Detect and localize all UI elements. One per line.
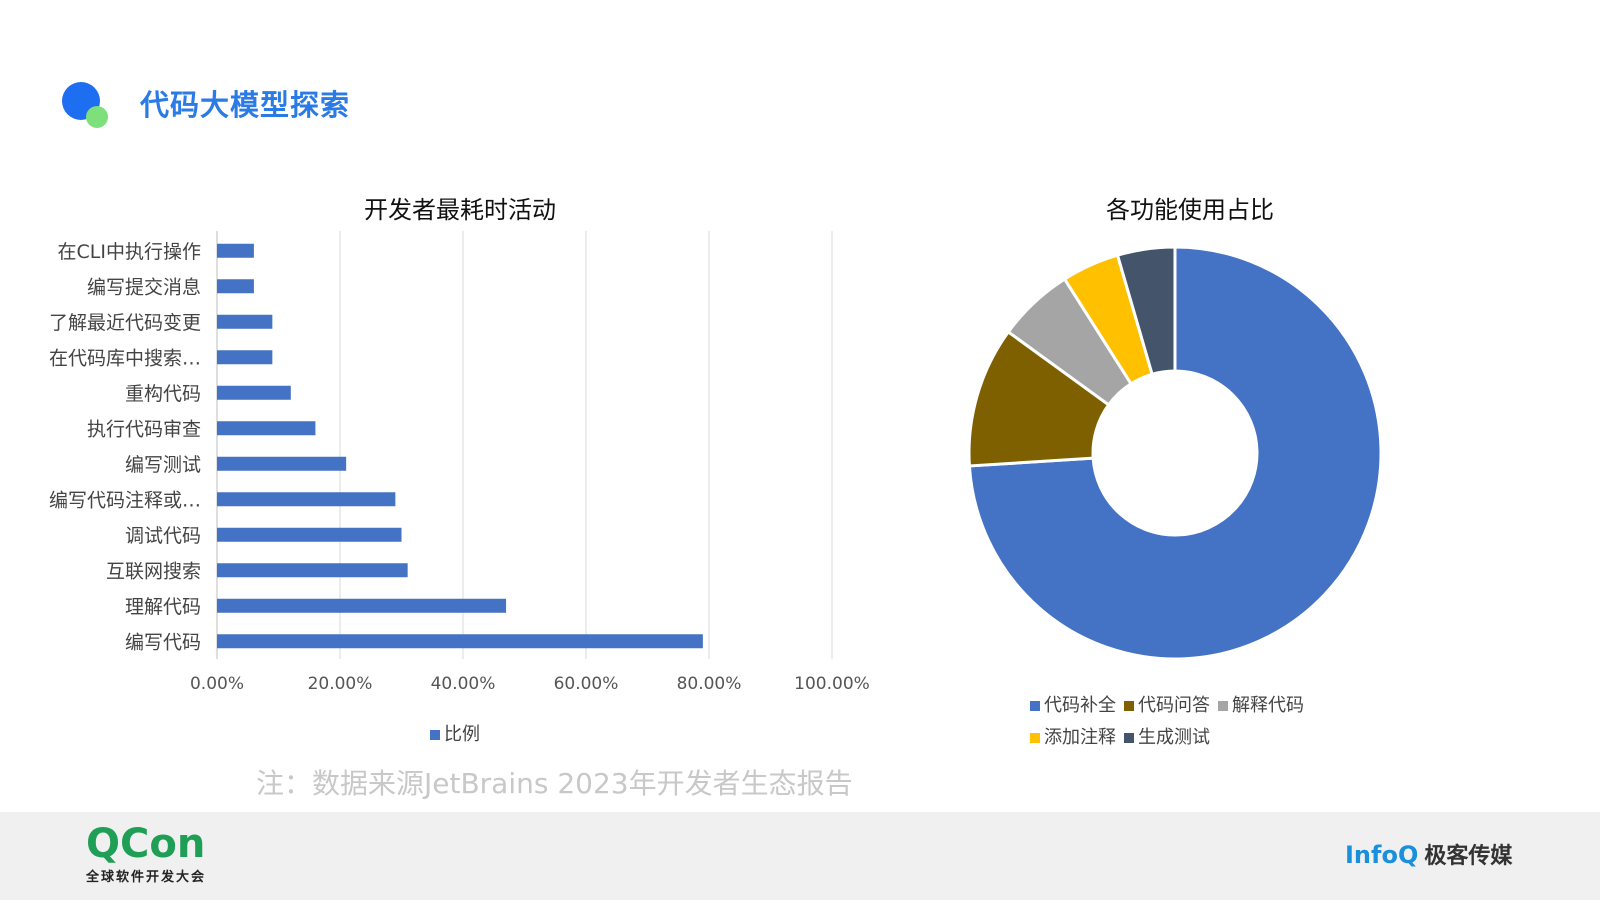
footer: QCon 全球软件开发大会 InfoQ 极客传媒 (0, 812, 1600, 900)
bar (217, 456, 347, 471)
infoq-logo: InfoQ 极客传媒 (1345, 838, 1512, 870)
legend-swatch (1030, 733, 1040, 743)
category-label: 执行代码审查 (87, 418, 201, 440)
category-label: 互联网搜索 (106, 560, 201, 582)
bar (217, 563, 408, 578)
category-label: 理解代码 (125, 596, 201, 618)
bar (217, 598, 507, 613)
category-label: 编写代码注释或… (49, 489, 201, 511)
legend-swatch (1030, 701, 1040, 711)
category-label: 调试代码 (125, 525, 201, 547)
category-label: 重构代码 (125, 383, 201, 405)
category-label: 在代码库中搜索… (49, 347, 201, 369)
donut-slice (1115, 245, 1177, 377)
legend-swatch (1124, 701, 1134, 711)
legend-label: 生成测试 (1138, 727, 1210, 748)
legend-item: 生成测试 (1124, 722, 1210, 754)
legend-item: 添加注释 (1030, 722, 1116, 754)
x-tick-label: 60.00% (554, 674, 619, 694)
legend-item: 解释代码 (1218, 690, 1304, 722)
bar (217, 527, 402, 542)
bar-chart-legend: 比例 (430, 720, 480, 746)
legend-swatch (430, 730, 440, 740)
donut-chart-legend: 代码补全 代码问答 解释代码添加注释 生成测试 (1030, 690, 1360, 754)
infoq-logo-text: InfoQ (1345, 841, 1419, 869)
x-tick-label: 40.00% (431, 674, 496, 694)
legend-label: 代码补全 (1044, 695, 1116, 716)
geek-logo-text: 极客传媒 (1424, 844, 1513, 869)
bar (217, 314, 273, 329)
bar (217, 421, 316, 436)
category-label: 编写测试 (125, 454, 201, 476)
qcon-logo-subtitle: 全球软件开发大会 (86, 870, 207, 885)
bar (217, 385, 291, 400)
category-label: 了解最近代码变更 (49, 312, 201, 334)
legend-swatch (1218, 701, 1228, 711)
category-label: 编写提交消息 (87, 276, 201, 298)
page-title: 代码大模型探索 (140, 88, 351, 122)
legend-label: 添加注释 (1044, 727, 1116, 748)
legend-item: 代码问答 (1124, 690, 1210, 722)
legend-label: 代码问答 (1138, 695, 1210, 716)
x-tick-label: 80.00% (677, 674, 742, 694)
x-tick-label: 0.00% (190, 674, 244, 694)
header-logo-dots (58, 78, 118, 138)
qcon-logo-text: QCon (86, 821, 206, 867)
x-tick-label: 100.00% (794, 674, 870, 694)
legend-item: 代码补全 (1030, 690, 1116, 722)
category-label: 在CLI中执行操作 (58, 241, 201, 263)
bar-chart: 0.00% 20.00% 40.00% 60.00% 80.00% 100.00% 在CLI… (49, 231, 870, 694)
bar (217, 243, 254, 258)
bar-chart-title: 开发者最耗时活动 (364, 196, 556, 224)
bar (217, 634, 703, 649)
bar (217, 279, 254, 294)
category-label: 编写代码 (125, 631, 201, 653)
x-tick-label: 20.00% (308, 674, 373, 694)
data-source-note: 注：数据来源JetBrains 2023年开发者生态报告 (256, 767, 853, 800)
donut-chart-title: 各功能使用占比 (1106, 196, 1274, 224)
donut-slice (967, 245, 1383, 661)
donut-chart (967, 245, 1383, 661)
qcon-logo: QCon 全球软件开发大会 (86, 824, 206, 885)
legend-swatch (1124, 733, 1134, 743)
green-dot-icon (86, 106, 108, 128)
legend-label: 比例 (444, 724, 480, 745)
bar (217, 350, 273, 365)
legend-label: 解释代码 (1232, 695, 1304, 716)
bar (217, 492, 396, 507)
